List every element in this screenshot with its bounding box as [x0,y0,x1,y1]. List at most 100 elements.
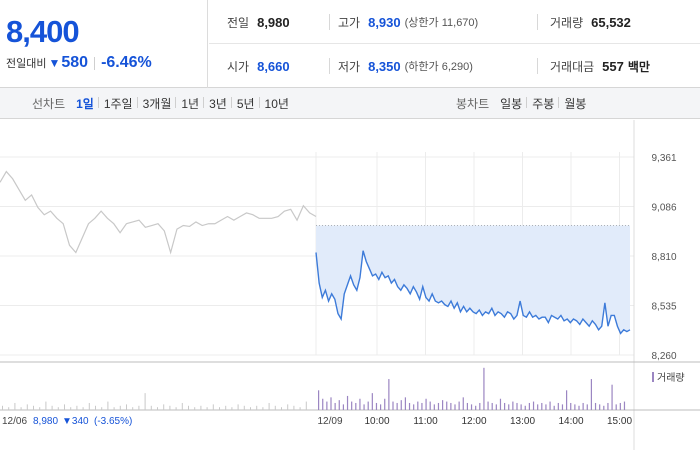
x-tick-label: 10:00 [364,416,389,427]
change-rate: -6.46% [101,54,152,71]
today-volume-bar [367,401,369,410]
today-volume-bar [578,405,580,410]
today-volume-bar [520,404,522,410]
volume: 거래량 65,532 [550,0,631,44]
today-volume-bar [318,390,320,410]
today-volume-bar [611,384,613,410]
prev-volume-bar [175,407,177,410]
today-volume-bar [450,402,452,410]
y-tick-label: 8,535 [651,302,676,313]
volume-legend-swatch [652,372,654,382]
lower-limit: (하한가 6,290) [404,61,473,73]
prev-volume-bar [126,404,127,410]
x-tick-label: 12:00 [461,416,486,427]
divider [329,14,330,30]
today-volume-bar [334,402,336,410]
prev-volume-bar [20,407,22,410]
today-volume-bar [528,402,530,410]
prev-volume-bar [163,404,165,410]
today-volume-bar [524,405,526,410]
prev-volume-bar [88,402,90,410]
today-volume-bar [396,402,398,410]
prev-volume-bar [250,407,251,410]
tab-5y[interactable]: 5년 [230,95,260,112]
volume-legend-label: 거래량 [657,372,685,384]
prev-volume-bar [8,407,10,410]
today-volume-bar [355,402,357,410]
prev-close: 전일 8,980 [227,0,290,44]
today-volume-bar [384,398,386,410]
tab-weekly-candle[interactable]: 주봉 [526,95,559,112]
prev-volume-bar [138,405,140,410]
tab-1d[interactable]: 1일 [76,97,94,111]
x-tick-label: 15:00 [607,416,632,427]
tab-3m[interactable]: 3개월 [136,95,177,112]
tab-1y[interactable]: 1년 [175,95,204,112]
tab-1w[interactable]: 1주일 [97,95,138,112]
prev-volume-bar [231,407,233,410]
today-volume-bar [413,404,415,410]
prev-volume-bar [169,405,171,410]
prev-close-value: 8,980 [257,14,290,30]
tab-10y[interactable]: 10년 [258,95,294,112]
amount-value: 557 [602,58,624,74]
today-volume-bar [487,401,489,410]
price-details: 전일 8,980 고가 8,930 (상한가 11,670) 거래량 65,53… [209,0,700,88]
today-volume-bar [322,398,324,410]
amount-label: 거래대금 [550,59,595,74]
volume-value: 65,532 [591,14,631,30]
tab-daily-candle[interactable]: 일봉 [500,97,523,111]
today-volume-bar [417,401,419,410]
volume-label: 거래량 [550,15,584,30]
prev-volume-bar [39,407,41,410]
tab-3y[interactable]: 3년 [203,95,232,112]
today-volume-bar [330,397,332,410]
today-volume-bar [504,402,506,410]
today-volume-bar [553,405,555,410]
prev-day-line [0,170,317,255]
prev-volume-bar [287,404,289,410]
low-price: 저가 8,350 (하한가 6,290) [338,44,473,88]
today-area-fill [316,225,630,334]
today-volume-bar [508,404,510,410]
price-change: 전일대비 ▼ 580 -6.46% [6,54,152,72]
prev-volume-bar [293,405,295,410]
candle-chart-title: 봉차트 [456,97,490,111]
today-volume-bar [603,405,605,410]
low-label: 저가 [338,59,361,74]
prev-volume-bar [256,405,258,410]
divider [537,14,538,30]
today-volume-bar [532,401,535,410]
prev-volume-bar [51,405,53,410]
price-lines [0,170,631,335]
today-volume-bar [408,402,411,410]
open-label: 시가 [227,59,250,74]
x-tick-label: 11:00 [413,416,438,427]
today-volume-bar [607,402,609,410]
details-row-1: 전일 8,980 고가 8,930 (상한가 11,670) 거래량 65,53… [209,0,700,44]
today-volume-bar [545,404,547,410]
prev-volume-bar [225,405,227,410]
today-volume-bar [442,400,444,410]
today-volume-bar [499,398,502,410]
today-volume-bar [363,404,365,410]
line-chart-tabs: 선차트 1일 1주일 3개월 1년 3년 5년 10년 [32,88,294,119]
prev-volume-bar [82,407,84,410]
today-volume-bar [619,402,621,410]
today-volume-bar [495,404,497,410]
prev-volume-bar [132,407,134,410]
today-volume-bar [446,401,448,410]
prev-volume-bar [14,402,16,410]
prev-volume-bar [219,407,220,410]
tab-monthly-candle[interactable]: 월봉 [558,95,591,112]
today-volume-bar [466,402,468,410]
today-volume-bar [338,400,340,410]
today-volume-bar [421,402,423,410]
low-value: 8,350 [368,58,401,74]
prev-volume-bar [188,405,189,410]
prev-day-date: 12/06 [2,416,27,427]
today-volume-bar [462,397,464,410]
divider [537,58,538,74]
today-volume-bar [570,402,572,410]
y-tick-label: 8,810 [651,252,676,263]
